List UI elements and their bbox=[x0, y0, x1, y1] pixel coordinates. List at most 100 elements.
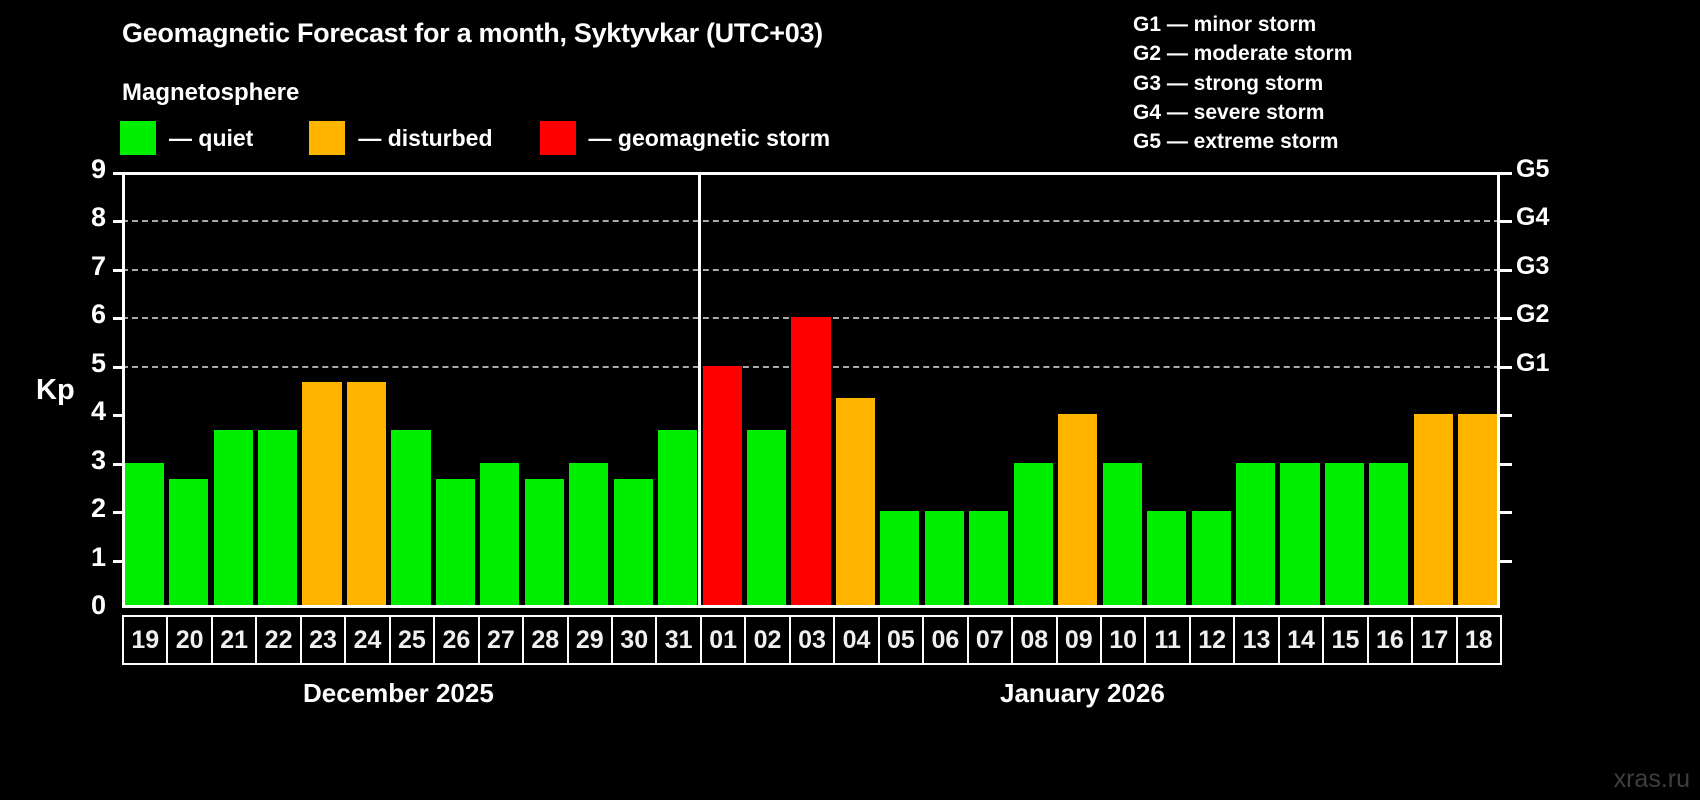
bar-08[interactable] bbox=[1013, 462, 1053, 608]
date-label-20[interactable]: 20 bbox=[166, 615, 213, 665]
bar-cell[interactable] bbox=[789, 172, 833, 608]
bar-02[interactable] bbox=[747, 430, 787, 608]
date-label-23[interactable]: 23 bbox=[299, 615, 347, 665]
bar-cell[interactable] bbox=[655, 172, 699, 608]
bar-cell[interactable] bbox=[1411, 172, 1455, 608]
date-label-29[interactable]: 29 bbox=[566, 615, 613, 665]
bar-cell[interactable] bbox=[1233, 172, 1277, 608]
bar-16[interactable] bbox=[1369, 462, 1409, 608]
bar-01[interactable] bbox=[702, 365, 742, 608]
bar-13[interactable] bbox=[1236, 462, 1276, 608]
bar-17[interactable] bbox=[1413, 414, 1453, 608]
date-label-16[interactable]: 16 bbox=[1366, 615, 1414, 665]
date-label-22[interactable]: 22 bbox=[255, 615, 302, 665]
date-label-13[interactable]: 13 bbox=[1233, 615, 1280, 665]
date-label-07[interactable]: 07 bbox=[966, 615, 1014, 665]
bar-cell[interactable] bbox=[1456, 172, 1500, 608]
bar-cell[interactable] bbox=[922, 172, 966, 608]
date-label-10[interactable]: 10 bbox=[1099, 615, 1147, 665]
date-label-19[interactable]: 19 bbox=[122, 615, 169, 665]
bar-26[interactable] bbox=[435, 478, 475, 608]
bar-cell[interactable] bbox=[389, 172, 433, 608]
bar-03[interactable] bbox=[791, 317, 831, 608]
bar-cell[interactable] bbox=[478, 172, 522, 608]
bar-23[interactable] bbox=[302, 381, 342, 608]
bar-20[interactable] bbox=[169, 478, 209, 608]
bar-cell[interactable] bbox=[833, 172, 877, 608]
bar-07[interactable] bbox=[969, 511, 1009, 608]
bar-cell[interactable] bbox=[433, 172, 477, 608]
date-label-05[interactable]: 05 bbox=[877, 615, 925, 665]
bar-28[interactable] bbox=[524, 478, 564, 608]
bar-cell[interactable] bbox=[300, 172, 344, 608]
bar-31[interactable] bbox=[658, 430, 698, 608]
bar-15[interactable] bbox=[1324, 462, 1365, 608]
bar-14[interactable] bbox=[1280, 462, 1320, 608]
y-tick-label-8: 8 bbox=[90, 202, 106, 233]
bar-25[interactable] bbox=[391, 430, 431, 608]
bar-cell[interactable] bbox=[1367, 172, 1411, 608]
date-label-12[interactable]: 12 bbox=[1188, 615, 1236, 665]
date-label-26[interactable]: 26 bbox=[433, 615, 480, 665]
bar-cell[interactable] bbox=[344, 172, 388, 608]
bar-cell[interactable] bbox=[1011, 172, 1055, 608]
date-label-21[interactable]: 21 bbox=[210, 615, 258, 665]
bar-cell[interactable] bbox=[166, 172, 210, 608]
bar-cell[interactable] bbox=[567, 172, 611, 608]
bar-cell[interactable] bbox=[1322, 172, 1366, 608]
bar-cell[interactable] bbox=[522, 172, 566, 608]
date-label-14[interactable]: 14 bbox=[1277, 615, 1325, 665]
date-label-01[interactable]: 01 bbox=[699, 615, 747, 665]
bar-30[interactable] bbox=[613, 478, 653, 608]
date-label-28[interactable]: 28 bbox=[522, 615, 569, 665]
bar-24[interactable] bbox=[346, 381, 387, 608]
g-axis-tick-G5 bbox=[1500, 172, 1512, 175]
date-label-03[interactable]: 03 bbox=[788, 615, 836, 665]
bar-19[interactable] bbox=[124, 462, 164, 608]
bar-10[interactable] bbox=[1102, 462, 1142, 608]
bar-06[interactable] bbox=[924, 511, 964, 608]
date-label-04[interactable]: 04 bbox=[833, 615, 880, 665]
bar-cell[interactable] bbox=[211, 172, 255, 608]
bar-22[interactable] bbox=[258, 430, 298, 608]
bar-cell[interactable] bbox=[1189, 172, 1233, 608]
bar-09[interactable] bbox=[1058, 414, 1098, 608]
date-label-18[interactable]: 18 bbox=[1455, 615, 1503, 665]
date-label-25[interactable]: 25 bbox=[388, 615, 436, 665]
bar-cell[interactable] bbox=[878, 172, 922, 608]
bar-11[interactable] bbox=[1147, 511, 1187, 608]
legend-label-storm: — geomagnetic storm bbox=[588, 124, 831, 151]
bar-29[interactable] bbox=[569, 462, 609, 608]
date-label-15[interactable]: 15 bbox=[1322, 615, 1369, 665]
bar-cell[interactable] bbox=[1144, 172, 1188, 608]
g-axis-tick-G1 bbox=[1500, 365, 1512, 369]
date-label-09[interactable]: 09 bbox=[1055, 615, 1102, 665]
bar-04[interactable] bbox=[835, 398, 876, 608]
date-label-06[interactable]: 06 bbox=[922, 615, 969, 665]
date-label-11[interactable]: 11 bbox=[1144, 615, 1191, 665]
bar-cell[interactable] bbox=[122, 172, 166, 608]
bar-12[interactable] bbox=[1191, 511, 1231, 608]
bar-cell[interactable] bbox=[1100, 172, 1144, 608]
bar-cell[interactable] bbox=[611, 172, 655, 608]
g-axis-minor-tick-1 bbox=[1500, 559, 1512, 563]
date-label-30[interactable]: 30 bbox=[610, 615, 658, 665]
date-label-17[interactable]: 17 bbox=[1411, 615, 1458, 665]
storm-scale-g1: G1 — minor storm bbox=[1133, 13, 1317, 36]
y-tick-label-9: 9 bbox=[90, 154, 106, 184]
bar-27[interactable] bbox=[480, 462, 520, 608]
date-label-02[interactable]: 02 bbox=[744, 615, 791, 665]
bar-05[interactable] bbox=[880, 511, 920, 608]
date-label-27[interactable]: 27 bbox=[477, 615, 525, 665]
bar-cell[interactable] bbox=[1278, 172, 1322, 608]
date-label-08[interactable]: 08 bbox=[1011, 615, 1058, 665]
bar-cell[interactable] bbox=[1056, 172, 1100, 608]
date-label-24[interactable]: 24 bbox=[344, 615, 391, 665]
bar-cell[interactable] bbox=[255, 172, 299, 608]
bar-cell[interactable] bbox=[967, 172, 1011, 608]
bar-18[interactable] bbox=[1458, 414, 1498, 608]
bar-21[interactable] bbox=[213, 430, 253, 608]
bar-cell[interactable] bbox=[744, 172, 788, 608]
bar-cell[interactable] bbox=[700, 172, 744, 608]
date-label-31[interactable]: 31 bbox=[655, 615, 702, 665]
